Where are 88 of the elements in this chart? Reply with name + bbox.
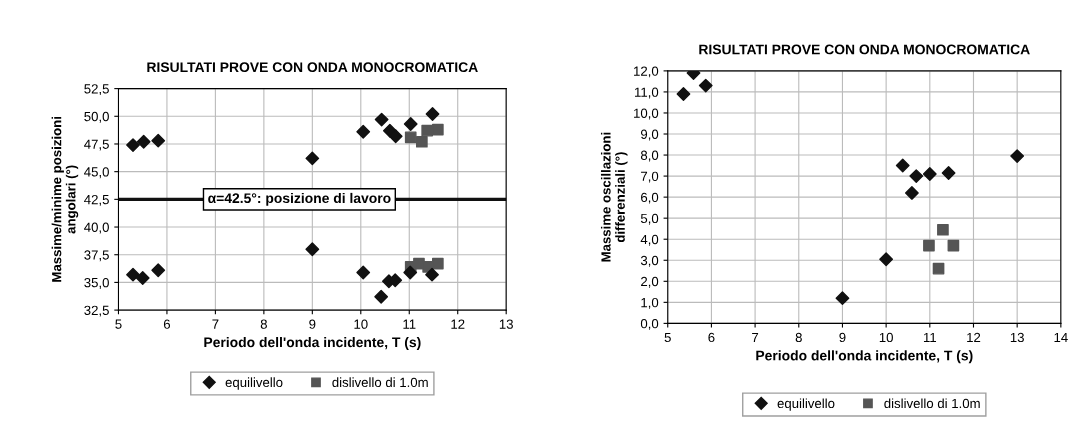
point xyxy=(879,252,894,267)
x-tick-label: 7 xyxy=(752,332,759,342)
y-tick-label: 1,0 xyxy=(641,297,659,309)
point xyxy=(305,151,320,166)
y-tick-label: 0,0 xyxy=(640,318,659,330)
y-tick-label: 5,0 xyxy=(640,213,659,225)
point xyxy=(403,265,418,280)
point xyxy=(425,267,439,282)
y-tick-label: 45,0 xyxy=(84,167,109,179)
x-tick-label: 13 xyxy=(1010,332,1024,343)
x-tick-label: 6 xyxy=(163,319,171,329)
y-tick-label: 40,0 xyxy=(84,222,109,234)
chart-title: RISULTATI PROVE CON ONDA MONOCROMATICA xyxy=(147,62,478,73)
point xyxy=(932,262,945,275)
x-tick-label: 9 xyxy=(839,332,846,343)
point xyxy=(388,129,403,144)
y-tick-label: 32,5 xyxy=(84,305,109,317)
legend-label: dislivello di 1.0m xyxy=(332,377,428,388)
y-tick-label: 42,5 xyxy=(84,194,109,206)
point xyxy=(922,167,937,181)
y-tick-label: 7,0 xyxy=(641,171,659,183)
x-tick-label: 11 xyxy=(923,332,937,342)
x-tick-label: 5 xyxy=(664,332,671,343)
y-tick-label: 10,0 xyxy=(634,108,659,120)
x-tick-label: 12 xyxy=(967,332,981,342)
y-tick-label: 11,0 xyxy=(635,87,659,99)
point xyxy=(356,265,371,280)
point xyxy=(374,289,389,304)
y-tick-label: 50,0 xyxy=(84,111,109,123)
y-tick-label: 2,0 xyxy=(641,276,659,288)
point xyxy=(1010,149,1025,164)
x-axis-title: Periodo dell'onda incidente, T (s) xyxy=(204,336,421,350)
x-tick-label: 8 xyxy=(795,332,802,343)
x-tick-label: 5 xyxy=(115,319,122,329)
point xyxy=(432,123,444,136)
y-tick-label: 6,0 xyxy=(641,192,659,204)
point xyxy=(374,112,389,127)
y-tick-label: 35,0 xyxy=(84,277,109,289)
point xyxy=(909,169,924,183)
point xyxy=(432,257,444,270)
x-tick-label: 14 xyxy=(1054,332,1068,342)
x-tick-label: 8 xyxy=(260,319,267,329)
point xyxy=(421,124,434,137)
point xyxy=(904,186,919,200)
x-tick-label: 12 xyxy=(451,319,465,329)
y-tick-label: 4,0 xyxy=(640,234,659,246)
point xyxy=(416,135,428,148)
point xyxy=(835,291,850,306)
point xyxy=(135,271,150,285)
legend-label: equilivello xyxy=(777,398,835,411)
point xyxy=(425,107,440,121)
x-tick-label: 10 xyxy=(879,332,893,343)
y-tick-label: 3,0 xyxy=(640,255,659,267)
point xyxy=(126,267,140,282)
chart-title: RISULTATI PROVE CON ONDA MONOCROMATICA xyxy=(699,44,1030,55)
y-axis-title: Massime oscillazioni differenziali (°) xyxy=(600,132,628,262)
point xyxy=(305,242,320,257)
legend-label: dislivello di 1.0m xyxy=(884,398,980,409)
y-tick-label: 9,0 xyxy=(640,129,659,141)
y-tick-label: 12,0 xyxy=(634,66,659,78)
y-tick-label: 52,5 xyxy=(84,84,109,96)
point xyxy=(151,133,166,148)
point xyxy=(151,263,166,278)
legend-label: equilivello xyxy=(225,377,283,390)
x-tick-label: 10 xyxy=(354,319,368,329)
y-axis-title: Massime/minime posizioni angolari (°) xyxy=(51,117,79,282)
x-tick-label: 7 xyxy=(212,319,219,329)
y-tick-label: 37,5 xyxy=(84,250,109,262)
ref-line-label: α=42.5°: posizione di lavoro xyxy=(208,192,391,206)
y-tick-label: 8,0 xyxy=(640,150,659,162)
point xyxy=(403,117,418,131)
point xyxy=(356,124,371,139)
point xyxy=(947,239,960,252)
y-tick-label: 47,5 xyxy=(84,139,109,151)
point xyxy=(136,134,151,149)
point xyxy=(941,166,956,180)
x-tick-label: 6 xyxy=(708,332,715,343)
point xyxy=(404,131,417,144)
x-tick-label: 9 xyxy=(309,319,316,329)
point xyxy=(698,78,713,93)
point xyxy=(937,223,949,236)
x-tick-label: 13 xyxy=(499,319,513,329)
point xyxy=(676,87,691,101)
x-axis-title: Periodo dell'onda incidente, T (s) xyxy=(756,350,973,364)
x-tick-label: 11 xyxy=(403,319,416,329)
point xyxy=(895,158,910,173)
point xyxy=(923,239,935,252)
point xyxy=(126,138,140,152)
